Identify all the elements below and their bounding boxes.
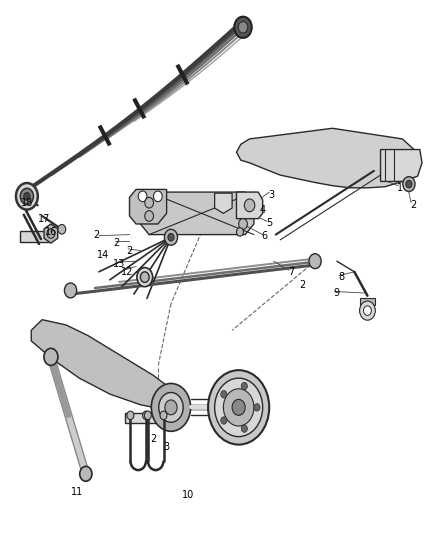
Text: 14: 14 bbox=[97, 250, 110, 260]
Circle shape bbox=[165, 400, 177, 415]
Circle shape bbox=[223, 389, 254, 426]
Circle shape bbox=[232, 399, 245, 415]
Text: 8: 8 bbox=[338, 272, 344, 282]
Circle shape bbox=[241, 425, 247, 432]
Circle shape bbox=[406, 180, 412, 188]
Text: 10: 10 bbox=[182, 490, 194, 500]
Text: 5: 5 bbox=[266, 218, 272, 228]
Text: 2: 2 bbox=[113, 238, 120, 247]
Text: 9: 9 bbox=[334, 288, 340, 298]
Circle shape bbox=[143, 411, 150, 419]
Text: 2: 2 bbox=[299, 280, 305, 290]
Circle shape bbox=[24, 191, 30, 198]
Text: 13: 13 bbox=[113, 259, 125, 269]
Circle shape bbox=[58, 224, 66, 234]
Circle shape bbox=[137, 268, 152, 287]
Polygon shape bbox=[360, 298, 375, 305]
Text: 17: 17 bbox=[38, 214, 50, 224]
Circle shape bbox=[168, 233, 174, 241]
Circle shape bbox=[24, 192, 30, 200]
Text: 2: 2 bbox=[410, 200, 417, 211]
Circle shape bbox=[44, 349, 58, 366]
Text: 3: 3 bbox=[268, 190, 275, 200]
Circle shape bbox=[16, 183, 38, 209]
Circle shape bbox=[241, 382, 247, 390]
Circle shape bbox=[238, 21, 248, 33]
Circle shape bbox=[80, 466, 92, 481]
Circle shape bbox=[309, 254, 321, 269]
Polygon shape bbox=[381, 150, 422, 181]
Circle shape bbox=[360, 301, 375, 320]
Circle shape bbox=[239, 219, 247, 229]
Circle shape bbox=[153, 191, 162, 201]
Circle shape bbox=[127, 411, 134, 419]
Polygon shape bbox=[31, 320, 180, 410]
Text: 2: 2 bbox=[94, 230, 100, 240]
Circle shape bbox=[145, 197, 153, 208]
Polygon shape bbox=[130, 189, 166, 224]
Text: 2: 2 bbox=[150, 434, 157, 445]
Circle shape bbox=[164, 229, 177, 245]
Circle shape bbox=[254, 403, 260, 411]
Circle shape bbox=[145, 211, 153, 221]
Polygon shape bbox=[237, 192, 263, 219]
Text: 11: 11 bbox=[71, 488, 83, 497]
Circle shape bbox=[364, 306, 371, 316]
Text: 4: 4 bbox=[260, 205, 266, 215]
Circle shape bbox=[234, 17, 252, 38]
Circle shape bbox=[208, 370, 269, 445]
Circle shape bbox=[244, 199, 255, 212]
Circle shape bbox=[159, 392, 183, 422]
Circle shape bbox=[151, 383, 191, 431]
Circle shape bbox=[141, 272, 149, 282]
Text: 1: 1 bbox=[397, 183, 403, 193]
Polygon shape bbox=[44, 224, 58, 243]
Text: 2: 2 bbox=[127, 246, 133, 255]
Circle shape bbox=[237, 228, 244, 236]
Text: 12: 12 bbox=[121, 267, 134, 277]
Text: 16: 16 bbox=[45, 227, 57, 237]
Polygon shape bbox=[20, 231, 51, 241]
Circle shape bbox=[403, 176, 415, 191]
Text: 18: 18 bbox=[21, 198, 33, 208]
Circle shape bbox=[20, 188, 33, 204]
Circle shape bbox=[64, 283, 77, 298]
Circle shape bbox=[138, 191, 147, 201]
Text: 3: 3 bbox=[163, 442, 170, 452]
Polygon shape bbox=[215, 193, 232, 213]
Polygon shape bbox=[141, 192, 254, 235]
Circle shape bbox=[221, 391, 227, 398]
Polygon shape bbox=[237, 128, 420, 188]
Circle shape bbox=[160, 411, 167, 419]
Polygon shape bbox=[125, 413, 182, 423]
Text: 7: 7 bbox=[288, 267, 294, 277]
Circle shape bbox=[145, 411, 151, 419]
Text: 6: 6 bbox=[262, 231, 268, 241]
Circle shape bbox=[47, 229, 55, 238]
Circle shape bbox=[221, 417, 227, 424]
Circle shape bbox=[215, 378, 263, 437]
